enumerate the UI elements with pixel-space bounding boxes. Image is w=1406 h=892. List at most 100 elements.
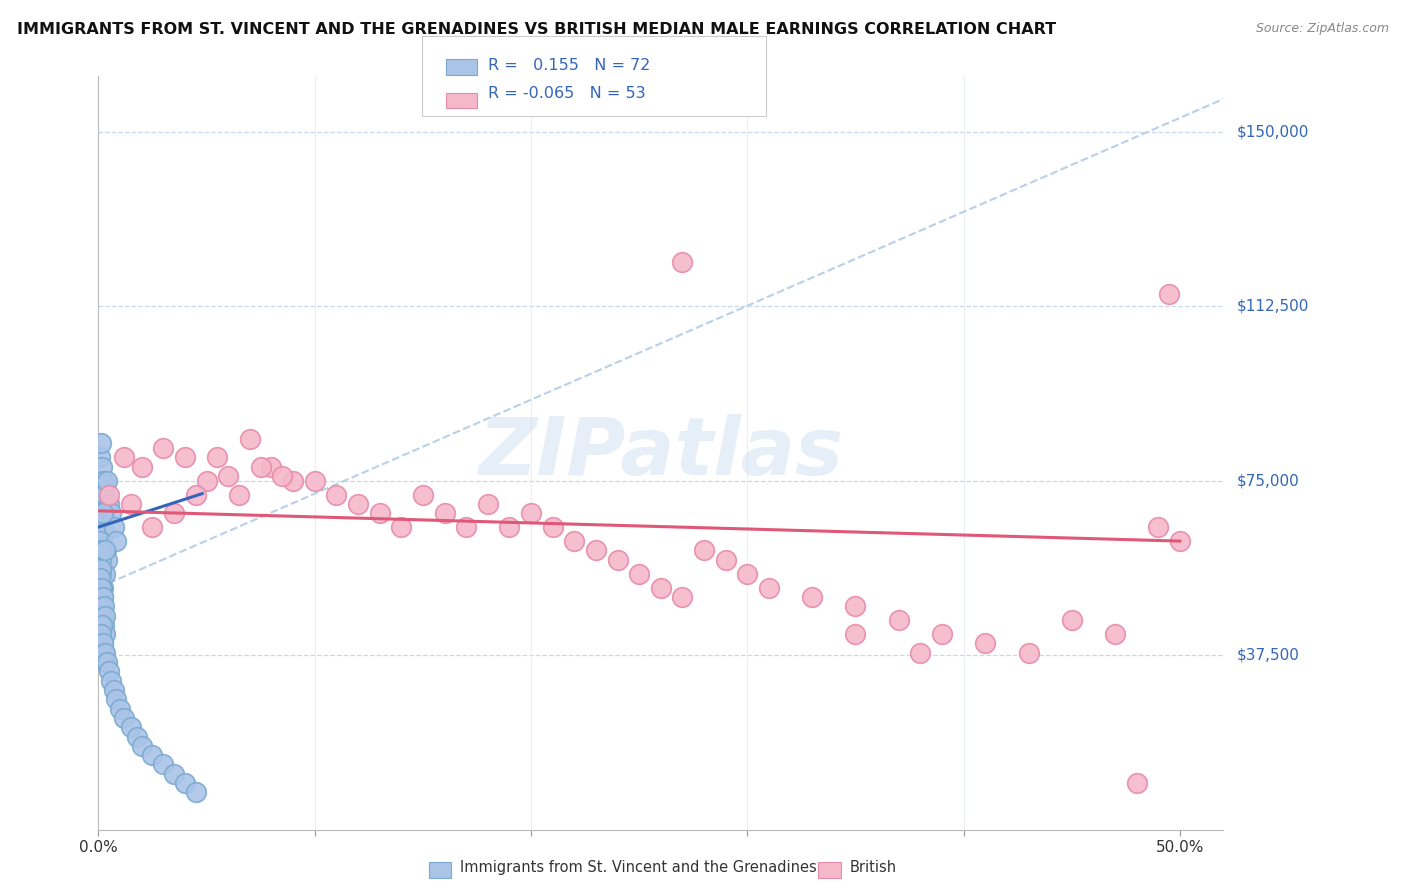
Point	[347, 497, 370, 511]
Point	[693, 543, 716, 558]
Point	[271, 469, 294, 483]
Point	[131, 739, 153, 753]
Point	[228, 487, 250, 501]
Point	[96, 474, 118, 488]
Point	[94, 608, 117, 623]
Text: $112,500: $112,500	[1237, 299, 1309, 314]
Point	[1018, 646, 1040, 660]
Point	[1168, 534, 1191, 549]
Point	[90, 552, 112, 566]
Point	[90, 581, 112, 595]
Text: ZIPatlas: ZIPatlas	[478, 414, 844, 491]
Point	[887, 613, 910, 627]
Point	[98, 487, 121, 501]
Point	[1125, 776, 1147, 790]
Point	[671, 590, 693, 604]
Point	[89, 534, 111, 549]
Point	[412, 487, 434, 501]
Point	[91, 599, 114, 614]
Point	[104, 692, 127, 706]
Point	[520, 506, 543, 520]
Point	[90, 608, 112, 623]
Point	[98, 665, 121, 679]
Point	[93, 511, 115, 525]
Point	[91, 520, 114, 534]
Point	[671, 255, 693, 269]
Point	[94, 524, 117, 539]
Point	[90, 520, 112, 534]
Point	[1147, 520, 1170, 534]
Point	[174, 450, 197, 465]
Point	[325, 487, 347, 501]
Point	[103, 520, 125, 534]
Point	[103, 683, 125, 698]
Text: R =   0.155   N = 72: R = 0.155 N = 72	[488, 58, 650, 72]
Point	[90, 617, 112, 632]
Point	[90, 590, 112, 604]
Point	[844, 627, 866, 641]
Point	[94, 627, 117, 641]
Text: IMMIGRANTS FROM ST. VINCENT AND THE GRENADINES VS BRITISH MEDIAN MALE EARNINGS C: IMMIGRANTS FROM ST. VINCENT AND THE GREN…	[17, 22, 1056, 37]
Point	[477, 497, 499, 511]
Point	[304, 474, 326, 488]
Point	[714, 552, 737, 566]
Point	[91, 636, 114, 650]
Point	[650, 581, 672, 595]
Point	[433, 506, 456, 520]
Point	[239, 432, 262, 446]
Point	[94, 487, 117, 501]
Point	[96, 552, 118, 566]
Point	[207, 450, 229, 465]
Point	[184, 785, 207, 799]
Point	[94, 543, 117, 558]
Text: Source: ZipAtlas.com: Source: ZipAtlas.com	[1256, 22, 1389, 36]
Point	[90, 543, 112, 558]
Point	[90, 562, 112, 576]
Point	[90, 566, 112, 581]
Point	[89, 450, 111, 465]
Text: R = -0.065   N = 53: R = -0.065 N = 53	[488, 87, 645, 101]
Point	[195, 474, 218, 488]
Text: $75,000: $75,000	[1237, 473, 1301, 488]
Point	[90, 506, 112, 520]
Point	[94, 566, 117, 581]
Point	[94, 543, 117, 558]
Point	[152, 441, 174, 455]
Point	[98, 497, 121, 511]
Point	[217, 469, 239, 483]
Point	[89, 571, 111, 585]
Point	[606, 552, 628, 566]
Point	[90, 436, 112, 450]
Point	[260, 459, 283, 474]
Point	[112, 711, 135, 725]
Point	[91, 506, 114, 520]
Point	[174, 776, 197, 790]
Point	[456, 520, 478, 534]
Point	[104, 534, 127, 549]
Point	[368, 506, 391, 520]
Point	[90, 459, 112, 474]
Point	[737, 566, 759, 581]
Point	[249, 459, 271, 474]
Point	[94, 655, 117, 669]
Point	[89, 529, 111, 543]
Point	[281, 474, 304, 488]
Point	[1104, 627, 1126, 641]
Point	[100, 506, 122, 520]
Point	[163, 506, 186, 520]
Point	[141, 520, 163, 534]
Point	[90, 581, 112, 595]
Text: $37,500: $37,500	[1237, 648, 1301, 663]
Point	[1060, 613, 1083, 627]
Point	[498, 520, 520, 534]
Point	[1159, 287, 1181, 301]
Point	[131, 459, 153, 474]
Point	[127, 730, 149, 744]
Point	[108, 701, 131, 715]
Point	[120, 720, 142, 734]
Point	[90, 627, 112, 641]
Point	[801, 590, 824, 604]
Point	[93, 599, 115, 614]
Point	[91, 590, 114, 604]
Point	[90, 497, 112, 511]
